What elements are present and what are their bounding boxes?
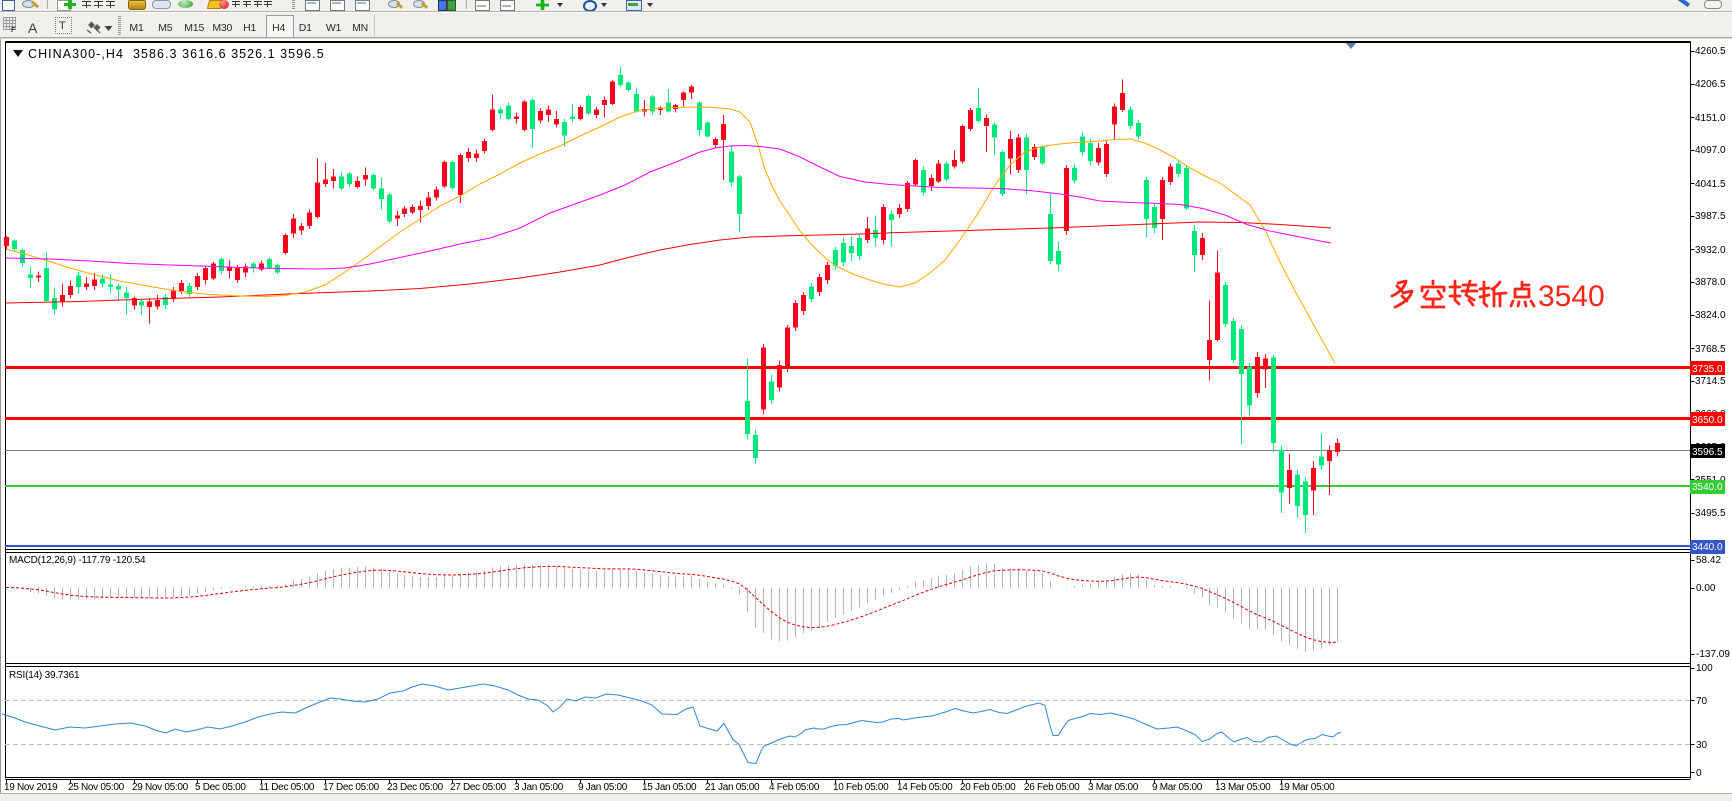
svg-text:4151.0: 4151.0 <box>1695 113 1726 124</box>
svg-text:23 Dec 05:00: 23 Dec 05:00 <box>387 782 444 793</box>
svg-text:4 Feb 05:00: 4 Feb 05:00 <box>769 782 820 793</box>
svg-text:3714.5: 3714.5 <box>1695 376 1726 387</box>
svg-text:CHINA300-,H4 3586.3 3616.6 35: CHINA300-,H4 3586.3 3616.6 3526.1 3596.5 <box>28 47 325 61</box>
svg-text:100: 100 <box>1696 663 1713 674</box>
svg-text:4206.5: 4206.5 <box>1695 79 1726 90</box>
svg-text:4041.5: 4041.5 <box>1695 179 1726 190</box>
svg-text:3650.0: 3650.0 <box>1692 415 1723 426</box>
svg-text:17 Dec 05:00: 17 Dec 05:00 <box>323 782 380 793</box>
svg-text:26 Feb 05:00: 26 Feb 05:00 <box>1024 782 1080 793</box>
svg-text:9 Jan 05:00: 9 Jan 05:00 <box>578 782 628 793</box>
svg-text:15 Jan 05:00: 15 Jan 05:00 <box>642 782 697 793</box>
svg-text:4260.5: 4260.5 <box>1695 46 1726 57</box>
svg-text:3596.5: 3596.5 <box>1692 447 1723 458</box>
svg-text:70: 70 <box>1696 696 1708 707</box>
svg-text:3440.0: 3440.0 <box>1692 542 1723 553</box>
svg-text:5 Dec 05:00: 5 Dec 05:00 <box>195 782 246 793</box>
svg-text:3540: 3540 <box>1538 280 1605 313</box>
svg-text:27 Dec 05:00: 27 Dec 05:00 <box>450 782 507 793</box>
svg-text:20 Feb 05:00: 20 Feb 05:00 <box>960 782 1016 793</box>
svg-text:21 Jan 05:00: 21 Jan 05:00 <box>705 782 760 793</box>
svg-text:19 Mar 05:00: 19 Mar 05:00 <box>1279 782 1335 793</box>
svg-text:19 Nov 2019: 19 Nov 2019 <box>4 782 58 793</box>
svg-text:3735.0: 3735.0 <box>1692 364 1723 375</box>
svg-text:11 Dec 05:00: 11 Dec 05:00 <box>259 782 315 793</box>
svg-text:3 Jan 05:00: 3 Jan 05:00 <box>514 782 564 793</box>
svg-text:0: 0 <box>1696 768 1702 779</box>
svg-text:3987.5: 3987.5 <box>1695 211 1726 222</box>
svg-text:4097.0: 4097.0 <box>1695 145 1726 156</box>
svg-text:30: 30 <box>1696 740 1708 751</box>
svg-text:14 Feb 05:00: 14 Feb 05:00 <box>897 782 953 793</box>
svg-text:-137.09: -137.09 <box>1696 649 1730 660</box>
svg-text:10 Feb 05:00: 10 Feb 05:00 <box>833 782 889 793</box>
svg-text:3824.0: 3824.0 <box>1695 310 1726 321</box>
svg-text:3768.5: 3768.5 <box>1695 344 1726 355</box>
svg-text:MACD(12,26,9) -117.79 -120.54: MACD(12,26,9) -117.79 -120.54 <box>9 555 146 566</box>
svg-text:3540.0: 3540.0 <box>1692 482 1723 493</box>
svg-text:13 Mar 05:00: 13 Mar 05:00 <box>1215 782 1271 793</box>
svg-text:3 Mar 05:00: 3 Mar 05:00 <box>1088 782 1139 793</box>
svg-text:RSI(14) 39.7361: RSI(14) 39.7361 <box>9 670 80 681</box>
svg-text:9 Mar 05:00: 9 Mar 05:00 <box>1152 782 1203 793</box>
svg-text:29 Nov 05:00: 29 Nov 05:00 <box>132 782 189 793</box>
svg-text:3878.0: 3878.0 <box>1695 277 1726 288</box>
svg-text:3932.0: 3932.0 <box>1695 245 1726 256</box>
svg-text:3495.5: 3495.5 <box>1695 508 1726 519</box>
svg-text:25 Nov 05:00: 25 Nov 05:00 <box>68 782 125 793</box>
svg-text:0.00: 0.00 <box>1696 583 1716 594</box>
svg-text:58.42: 58.42 <box>1696 555 1721 566</box>
